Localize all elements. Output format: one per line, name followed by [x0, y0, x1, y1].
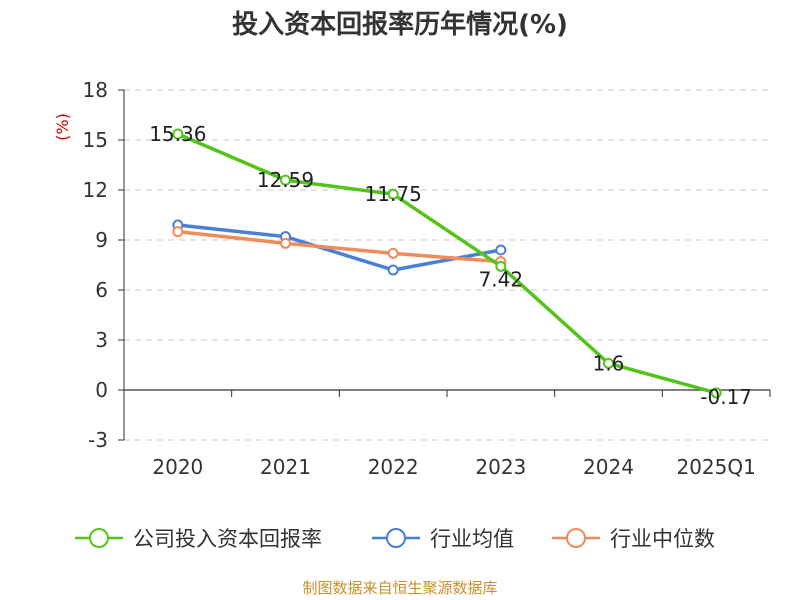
data-label: 11.75: [365, 182, 422, 206]
legend-item: 行业均值: [372, 527, 514, 551]
x-tick-label: 2024: [583, 455, 634, 479]
legend-marker: [386, 528, 406, 548]
series-point: [495, 260, 507, 272]
y-tick-label: 9: [95, 228, 108, 252]
x-tick-label: 2022: [368, 455, 419, 479]
x-tick-label: 2023: [475, 455, 526, 479]
y-tick-label: -3: [88, 428, 108, 452]
x-tick-label: 2021: [260, 455, 311, 479]
legend-label: 行业中位数: [610, 527, 715, 551]
series-point: [387, 188, 399, 200]
series-point: [710, 387, 722, 399]
legend: 公司投入资本回报率 行业均值 行业中位数: [75, 527, 715, 551]
data-label: -0.17: [700, 385, 752, 409]
series-layer: [172, 128, 722, 399]
series-point: [280, 174, 291, 186]
data-label: 12.59: [257, 168, 314, 192]
series-line: [177, 132, 717, 395]
series-point: [387, 264, 399, 276]
series-point: [280, 237, 291, 249]
chart-title: 投入资本回报率历年情况(%): [232, 9, 568, 40]
series-0: [172, 128, 722, 399]
legend-marker: [89, 528, 109, 548]
y-tick-label: 0: [95, 378, 108, 402]
legend-item: 行业中位数: [552, 527, 715, 551]
y-tick-label: 3: [95, 328, 108, 352]
series-point: [387, 247, 399, 259]
data-label: 15.36: [149, 122, 206, 146]
data-label: 7.42: [479, 267, 524, 291]
legend-label: 行业均值: [430, 527, 514, 551]
y-tick-label: 12: [83, 178, 108, 202]
x-tick-label: 2020: [152, 455, 203, 479]
series-line: [177, 223, 502, 272]
y-tick-label: 15: [83, 128, 108, 152]
data-label: 1.6: [593, 351, 625, 375]
series-point: [603, 357, 614, 369]
series-line: [177, 229, 501, 264]
y-tick-label: 6: [95, 278, 108, 302]
series-point: [495, 244, 507, 256]
gridlines: [124, 89, 770, 441]
legend-item: 公司投入资本回报率: [75, 527, 322, 551]
axes: 18 15 12 9 6 3 0 -3 2020 2021 2022 2023 2024 2025Q1: [83, 78, 771, 479]
y-tick-label: 18: [83, 78, 108, 102]
data-labels: 15.36 12.59 11.75 7.42 1.6 -0.17: [149, 122, 752, 409]
y-axis-unit: (%): [53, 113, 72, 141]
series-point: [172, 226, 184, 238]
legend-label: 公司投入资本回报率: [133, 527, 322, 551]
x-tick-label: 2025Q1: [676, 455, 755, 479]
source-note: 制图数据来自恒生聚源数据库: [302, 579, 497, 597]
legend-marker: [566, 528, 586, 548]
series-point: [172, 128, 184, 140]
series-2: [172, 226, 507, 268]
